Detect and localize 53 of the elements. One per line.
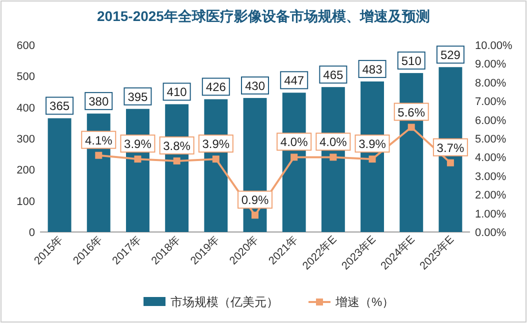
data-label: 4.0% [280,135,308,150]
y2-tick-label: 7.00% [475,96,506,108]
data-label: 3.7% [436,140,464,155]
point [212,156,220,163]
data-label: 483 [362,62,383,76]
data-label: 3.8% [163,138,191,153]
data-label: 465 [323,68,344,82]
y2-tick-label: 10.00% [475,40,513,52]
data-label: 3.9% [124,137,152,152]
y2-tick-label: 1.00% [475,208,506,220]
y2-tick-label: 0.00% [475,227,506,239]
y2-tick-label: 4.00% [475,152,506,164]
y-tick-label: 0 [28,227,35,239]
data-label: 4.1% [84,133,113,148]
data-label: 365 [50,99,70,114]
point [330,154,337,161]
point [252,212,258,219]
y2-tick-label: 8.00% [475,77,506,90]
data-label: 410 [166,85,188,100]
y-tick-label: 200 [16,164,35,177]
data-label: 395 [128,90,148,104]
y2-tick-label: 3.00% [475,170,506,183]
data-label: 4.0% [320,135,348,150]
legend-label: 增速（%） [334,295,394,309]
data-label: 510 [401,54,422,68]
data-label: 3.9% [202,137,230,152]
y-tick-label: 100 [16,196,35,208]
chart-title: 2015-2025年全球医疗影像设备市场规模、增速及预测 [97,8,430,24]
y-tick-label: 400 [16,102,35,114]
y2-tick-label: 5.00% [475,134,506,146]
legend-label: 市场规模（亿美元） [170,295,278,309]
data-label: 430 [244,78,266,93]
point [408,124,415,131]
data-label: 447 [284,74,304,88]
data-label: 3.9% [358,137,386,152]
data-label: 380 [88,94,109,109]
data-label: 5.6% [398,105,426,120]
y2-tick-label: 6.00% [475,114,506,127]
y-tick-label: 600 [16,40,35,52]
y-tick-label: 500 [16,71,35,84]
data-label: 0.9% [241,193,269,208]
point [446,159,454,166]
point [95,152,102,159]
bar [48,118,72,232]
data-label: 529 [440,48,461,62]
y2-tick-label: 2.00% [475,190,506,202]
y2-tick-label: 9.00% [475,58,506,71]
data-label: 426 [206,80,226,94]
point [290,154,298,161]
y-tick-label: 300 [16,134,35,146]
point [368,156,376,163]
point [134,156,142,163]
point [173,157,180,164]
